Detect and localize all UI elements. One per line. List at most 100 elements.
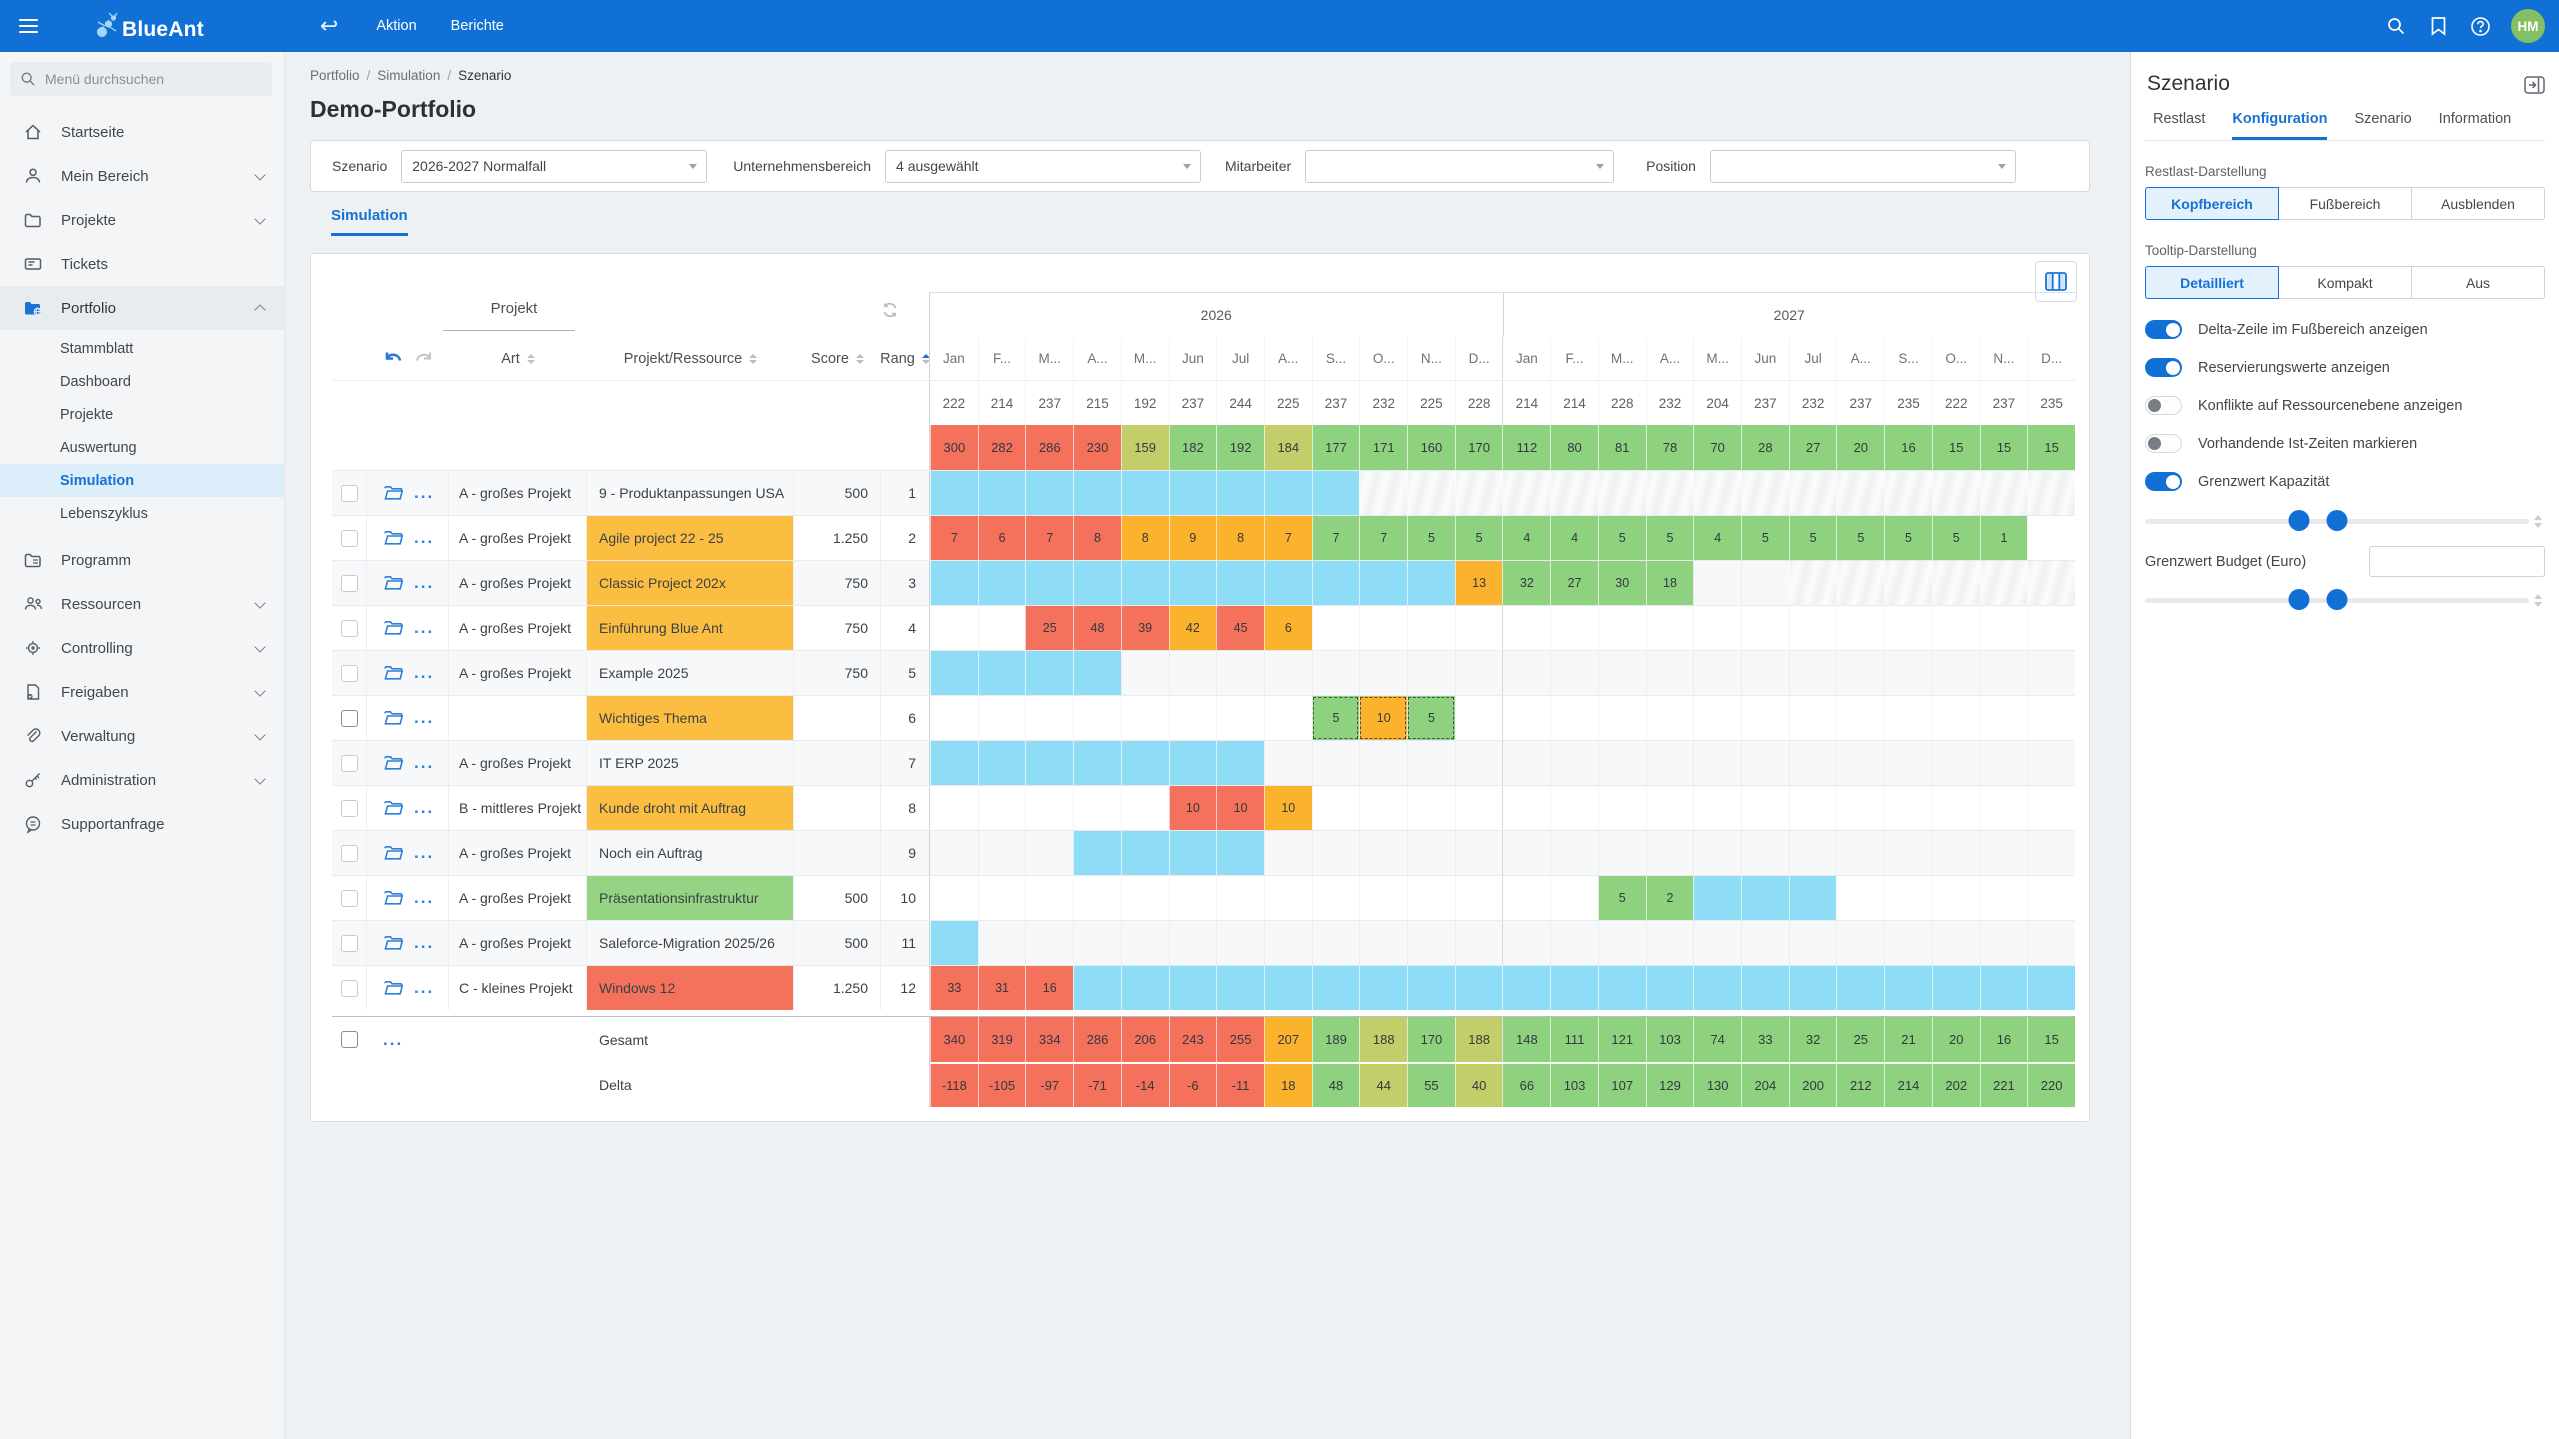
panel-tab-szenario[interactable]: Szenario bbox=[2354, 111, 2412, 127]
gantt-cell[interactable] bbox=[1979, 606, 2028, 650]
topnav-item-berichte[interactable]: Berichte bbox=[450, 18, 504, 34]
gantt-cell[interactable] bbox=[1884, 966, 1932, 1010]
gantt-cell[interactable] bbox=[1120, 561, 1169, 605]
gantt-cell[interactable] bbox=[1407, 651, 1455, 695]
gantt-cell[interactable] bbox=[1836, 966, 1885, 1010]
gantt-cell[interactable] bbox=[2027, 786, 2075, 830]
gantt-cell[interactable] bbox=[1120, 966, 1169, 1010]
gantt-cell[interactable] bbox=[1407, 786, 1455, 830]
gantt-cell[interactable] bbox=[1693, 921, 1741, 965]
gantt-cell[interactable] bbox=[2027, 966, 2075, 1010]
gantt-cell[interactable] bbox=[1550, 696, 1598, 740]
hamburger-menu-icon[interactable] bbox=[0, 0, 56, 52]
slider-handle[interactable] bbox=[2288, 589, 2310, 610]
sidebar-item-freigaben[interactable]: Freigaben bbox=[0, 670, 284, 714]
gantt-cell[interactable] bbox=[1120, 921, 1169, 965]
gantt-cell[interactable] bbox=[1597, 966, 1646, 1010]
gantt-cell[interactable] bbox=[1216, 696, 1264, 740]
sidebar-item-ressourcen[interactable]: Ressourcen bbox=[0, 582, 284, 626]
gantt-cell[interactable] bbox=[977, 561, 1026, 605]
back-arrow-icon[interactable]: ↩ bbox=[319, 13, 339, 38]
gantt-cell[interactable] bbox=[977, 921, 1026, 965]
sidebar-item-mein-bereich[interactable]: Mein Bereich bbox=[0, 154, 284, 198]
gantt-cell[interactable] bbox=[930, 561, 978, 605]
gantt-cell[interactable] bbox=[1454, 606, 1503, 650]
gantt-cell[interactable] bbox=[1502, 921, 1550, 965]
gantt-cell[interactable] bbox=[977, 786, 1026, 830]
gantt-cell[interactable] bbox=[1359, 876, 1407, 920]
gantt-cell[interactable] bbox=[1454, 741, 1503, 785]
gantt-cell[interactable]: 5 bbox=[1597, 876, 1646, 920]
gantt-cell[interactable] bbox=[1120, 471, 1169, 515]
gantt-cell[interactable] bbox=[1741, 831, 1789, 875]
gantt-cell[interactable] bbox=[1168, 831, 1217, 875]
gantt-cell[interactable] bbox=[1979, 651, 2028, 695]
gantt-cell[interactable] bbox=[1741, 471, 1789, 515]
toggle-konflikte-auf-ressourcenebene-anzeigen[interactable] bbox=[2145, 396, 2182, 415]
gantt-cell[interactable] bbox=[1550, 786, 1598, 830]
sidebar-subitem-projekte[interactable]: Projekte bbox=[60, 406, 114, 423]
gantt-cell[interactable] bbox=[1454, 876, 1503, 920]
gantt-cell[interactable] bbox=[1836, 831, 1884, 875]
gantt-cell[interactable]: 8 bbox=[1073, 516, 1121, 560]
gantt-cell[interactable] bbox=[1216, 876, 1264, 920]
gantt-cell[interactable] bbox=[977, 876, 1026, 920]
panel-tab-information[interactable]: Information bbox=[2438, 111, 2512, 127]
tab-simulation[interactable]: Simulation bbox=[331, 207, 408, 236]
column-header-score[interactable]: Score bbox=[794, 337, 881, 380]
gantt-cell[interactable] bbox=[2027, 696, 2075, 740]
gantt-cell[interactable] bbox=[1788, 786, 1837, 830]
gantt-cell[interactable] bbox=[1311, 921, 1360, 965]
gantt-cell[interactable] bbox=[930, 696, 978, 740]
gantt-cell[interactable] bbox=[1693, 696, 1741, 740]
sidebar-item-administration[interactable]: Administration bbox=[0, 758, 284, 802]
gantt-cell[interactable]: 4 bbox=[1550, 516, 1598, 560]
project-name-cell[interactable]: Noch ein Auftrag bbox=[587, 831, 794, 875]
gantt-cell[interactable] bbox=[930, 606, 978, 650]
gantt-cell[interactable] bbox=[1359, 471, 1408, 515]
gantt-cell[interactable] bbox=[1025, 876, 1073, 920]
gantt-cell[interactable] bbox=[1025, 786, 1073, 830]
gantt-cell[interactable] bbox=[1979, 561, 2028, 605]
folder-icon[interactable] bbox=[383, 664, 405, 682]
gantt-cell[interactable] bbox=[1931, 696, 1980, 740]
gantt-cell[interactable] bbox=[1884, 651, 1932, 695]
toggle-reservierungswerte-anzeigen[interactable] bbox=[2145, 358, 2182, 377]
gantt-cell[interactable] bbox=[930, 471, 978, 515]
gantt-cell[interactable] bbox=[1216, 831, 1264, 875]
folder-icon[interactable] bbox=[383, 709, 405, 727]
gantt-cell[interactable]: 32 bbox=[1502, 561, 1551, 605]
gantt-cell[interactable] bbox=[1359, 966, 1408, 1010]
gantt-cell[interactable] bbox=[1645, 831, 1694, 875]
budget-input[interactable] bbox=[2369, 546, 2545, 577]
gantt-cell[interactable] bbox=[1645, 966, 1694, 1010]
row-menu-button[interactable]: ... bbox=[414, 663, 435, 682]
gantt-cell[interactable] bbox=[1359, 651, 1407, 695]
gantt-cell[interactable] bbox=[1597, 651, 1646, 695]
gantt-cell[interactable] bbox=[1502, 831, 1550, 875]
breadcrumb-item[interactable]: Portfolio bbox=[310, 68, 360, 83]
gantt-cell[interactable]: 10 bbox=[1168, 786, 1217, 830]
gantt-cell[interactable] bbox=[1025, 921, 1073, 965]
gantt-cell[interactable] bbox=[977, 606, 1026, 650]
gantt-cell[interactable]: 10 bbox=[1216, 786, 1264, 830]
gantt-cell[interactable] bbox=[977, 651, 1026, 695]
gantt-cell[interactable] bbox=[1979, 696, 2028, 740]
gantt-cell[interactable] bbox=[1120, 651, 1169, 695]
gantt-cell[interactable] bbox=[2027, 561, 2075, 605]
gantt-cell[interactable] bbox=[1502, 966, 1551, 1010]
gantt-cell[interactable] bbox=[1120, 876, 1169, 920]
gantt-cell[interactable]: 31 bbox=[977, 966, 1026, 1010]
gantt-cell[interactable]: 42 bbox=[1168, 606, 1217, 650]
gantt-cell[interactable]: 18 bbox=[1645, 561, 1694, 605]
gantt-cell[interactable] bbox=[1073, 561, 1121, 605]
refresh-icon[interactable] bbox=[880, 300, 900, 320]
gantt-cell[interactable] bbox=[1931, 966, 1980, 1010]
gantt-cell[interactable] bbox=[1788, 561, 1837, 605]
gantt-cell[interactable] bbox=[1693, 786, 1741, 830]
gantt-cell[interactable]: 39 bbox=[1120, 606, 1169, 650]
gantt-cell[interactable] bbox=[1311, 741, 1360, 785]
gantt-cell[interactable] bbox=[1263, 561, 1312, 605]
gantt-cell[interactable] bbox=[1788, 471, 1837, 515]
gantt-cell[interactable]: 5 bbox=[1741, 516, 1789, 560]
